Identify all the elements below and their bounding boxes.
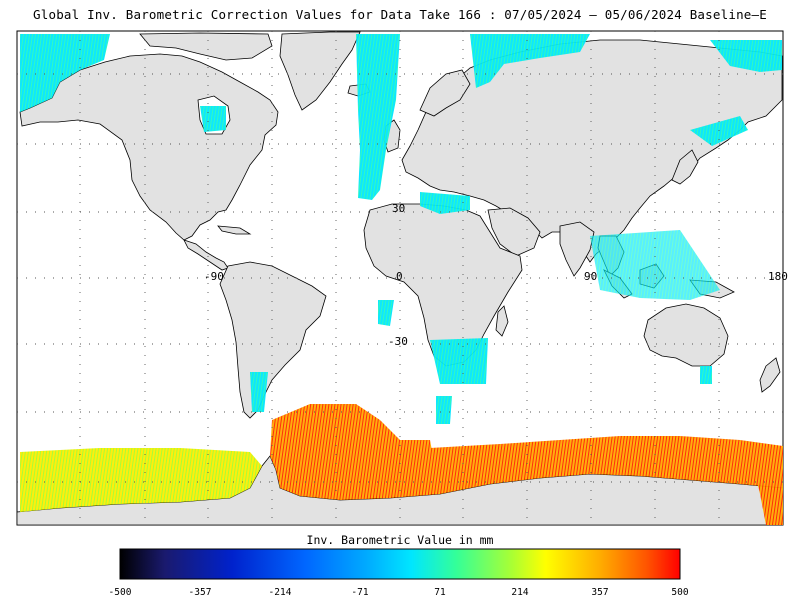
track-hudson	[200, 106, 226, 132]
colorbar-tick: 357	[591, 587, 608, 598]
colorbar-tick: -357	[189, 587, 212, 598]
track-north-sea	[470, 34, 590, 88]
colorbar-tick: -500	[109, 587, 132, 598]
colorbar-ticks: -500 -357 -214 -71 71 214 357 500	[109, 587, 689, 598]
land-india	[559, 221, 595, 277]
land-madagascar	[495, 305, 509, 337]
land-japan	[671, 149, 699, 185]
track-arctic-east	[710, 40, 782, 72]
land-south-america	[219, 261, 327, 419]
colorbar-tick: 71	[434, 587, 446, 598]
track-indian-south	[436, 396, 452, 424]
world-map: 30 -30 -90 0 90 180	[16, 30, 788, 526]
colorbar-tick: 500	[671, 587, 688, 598]
track-mediterranean	[420, 192, 470, 214]
track-patagonia	[250, 372, 268, 412]
track-southern-ocean-indian	[430, 436, 783, 494]
track-southern-ocean-atlantic	[270, 404, 440, 500]
track-southern-ocean-west	[20, 448, 262, 512]
track-north-atlantic	[356, 34, 400, 200]
track-south-pacific	[700, 366, 712, 384]
track-south-atlantic	[378, 300, 394, 326]
track-south-africa	[430, 338, 488, 384]
track-southern-ocean-east	[750, 448, 783, 525]
colorbar-title: Inv. Barometric Value in mm	[306, 533, 494, 547]
lon-label-90: 90	[584, 270, 597, 283]
land-australia	[643, 303, 729, 367]
colorbar-tick: -71	[351, 587, 368, 598]
map-title: Global Inv. Barometric Correction Values…	[33, 7, 767, 22]
lon-label-minus90: -90	[204, 270, 224, 283]
land-greenland	[279, 31, 361, 111]
lat-label-30: 30	[392, 202, 405, 215]
land-cuba	[217, 225, 252, 235]
lat-label-minus30: -30	[388, 335, 408, 348]
track-north-pacific	[20, 34, 110, 112]
land-new-zealand	[759, 357, 781, 393]
data-tracks	[20, 34, 783, 525]
land-arctic-islands	[139, 32, 273, 61]
colorbar-gradient	[119, 548, 681, 580]
lon-label-180: 180	[768, 270, 788, 283]
land-scandinavia	[419, 69, 471, 117]
colorbar-tick: -214	[269, 587, 292, 598]
colorbar-tick: 214	[511, 587, 528, 598]
lon-label-0: 0	[396, 270, 403, 283]
